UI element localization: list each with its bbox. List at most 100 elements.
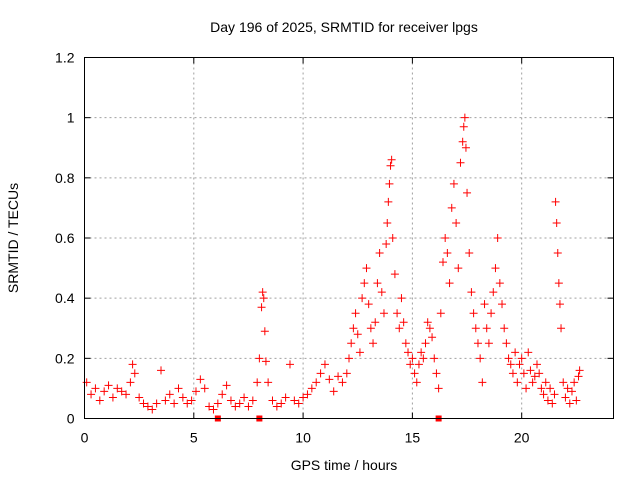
x-tick-label: 10	[295, 430, 311, 446]
data-point	[412, 378, 421, 387]
data-point	[358, 294, 367, 303]
data-point	[264, 378, 273, 387]
data-point	[397, 294, 406, 303]
data-point	[554, 279, 563, 288]
data-point	[316, 369, 325, 378]
data-point	[139, 399, 148, 408]
data-point	[535, 369, 544, 378]
data-point	[489, 288, 498, 297]
x-tick-label: 0	[81, 430, 89, 446]
data-point	[329, 387, 338, 396]
data-point	[259, 294, 268, 303]
data-point	[459, 122, 468, 131]
data-point	[458, 137, 467, 146]
data-point	[387, 155, 396, 164]
data-point	[465, 249, 474, 258]
data-point	[285, 360, 294, 369]
data-point	[277, 399, 286, 408]
data-point	[425, 324, 434, 333]
data-point	[178, 393, 187, 402]
data-point	[325, 375, 334, 384]
data-point	[294, 399, 303, 408]
data-point	[108, 393, 117, 402]
data-point	[281, 393, 290, 402]
data-point	[410, 369, 419, 378]
data-point	[255, 354, 264, 363]
data-point	[471, 324, 480, 333]
data-point	[196, 375, 205, 384]
data-point	[456, 158, 465, 167]
ticks-layer: 0 0.2 0.4 0.6 0.8 1 1.2 0 5 10 15 20	[55, 50, 614, 446]
data-point	[511, 348, 520, 357]
data-point	[338, 378, 347, 387]
data-point	[517, 354, 526, 363]
data-point	[364, 300, 373, 309]
data-point	[563, 384, 572, 393]
data-point	[401, 339, 410, 348]
data-point	[572, 396, 581, 405]
data-point	[476, 354, 485, 363]
data-point	[117, 387, 126, 396]
data-point	[567, 387, 576, 396]
data-point	[128, 360, 137, 369]
data-point	[130, 369, 139, 378]
data-point	[371, 318, 380, 327]
data-point	[508, 369, 517, 378]
data-point	[559, 378, 568, 387]
data-point	[390, 270, 399, 279]
data-point	[436, 309, 445, 318]
data-point	[152, 399, 161, 408]
data-point	[353, 330, 362, 339]
data-point	[122, 390, 131, 399]
data-point	[406, 360, 415, 369]
data-point	[360, 279, 369, 288]
data-point	[226, 396, 235, 405]
data-point	[213, 399, 222, 408]
data-point	[524, 348, 533, 357]
y-axis-label: SRMTID / TECUs	[5, 183, 21, 293]
data-point	[480, 300, 489, 309]
data-point	[384, 197, 393, 206]
data-point	[347, 339, 356, 348]
x-tick-label: 20	[514, 430, 530, 446]
data-point	[191, 387, 200, 396]
data-point	[382, 240, 391, 249]
data-point	[95, 396, 104, 405]
data-point	[369, 339, 378, 348]
data-point	[82, 378, 91, 387]
data-point	[515, 360, 524, 369]
data-point	[290, 396, 299, 405]
data-point	[423, 318, 432, 327]
data-point	[530, 372, 539, 381]
data-point	[205, 402, 214, 411]
data-point	[561, 393, 570, 402]
data-point	[240, 393, 249, 402]
data-point	[244, 402, 253, 411]
y-tick-label: 1.2	[55, 50, 75, 66]
y-tick-label: 0.4	[55, 290, 75, 306]
data-point	[258, 288, 267, 297]
data-point	[553, 249, 562, 258]
data-point	[148, 405, 157, 414]
data-point	[417, 348, 426, 357]
data-point	[539, 390, 548, 399]
data-point	[342, 369, 351, 378]
data-point	[419, 354, 428, 363]
data-point	[299, 393, 308, 402]
data-point	[408, 354, 417, 363]
data-point	[303, 390, 312, 399]
data-point	[467, 288, 476, 297]
data-point	[349, 324, 358, 333]
x-tick-label: 15	[405, 430, 421, 446]
data-point	[362, 264, 371, 273]
data-point	[395, 324, 404, 333]
data-point	[135, 393, 144, 402]
data-point	[386, 161, 395, 170]
data-point	[502, 339, 511, 348]
data-point	[87, 390, 96, 399]
data-point	[209, 405, 218, 414]
data-point	[345, 354, 353, 363]
data-point	[385, 179, 394, 188]
data-point	[235, 399, 244, 408]
